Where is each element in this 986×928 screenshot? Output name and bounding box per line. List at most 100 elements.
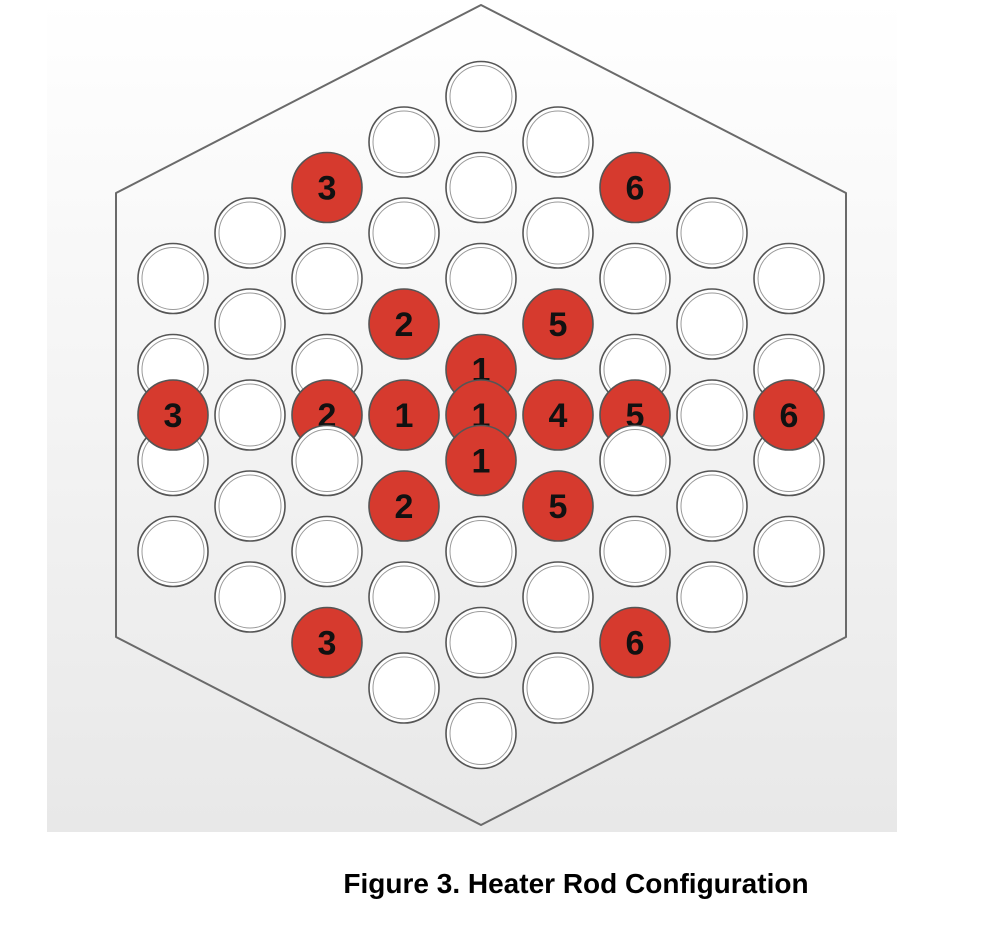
heater-rod-2: 2 xyxy=(368,470,440,542)
rod-inner-ring xyxy=(295,429,359,492)
rod-circle xyxy=(368,379,440,451)
unheated-rod xyxy=(291,424,363,497)
rod-inner-ring xyxy=(295,247,359,310)
heater-rod-5: 5 xyxy=(522,288,594,360)
rod-label: 3 xyxy=(318,170,337,208)
unheated-rod xyxy=(445,606,517,679)
unheated-rod xyxy=(522,106,594,178)
rod-circle xyxy=(753,515,825,588)
unheated-rod xyxy=(368,197,440,269)
heater-rod-6: 6 xyxy=(599,606,671,679)
rod-inner-ring xyxy=(449,611,513,674)
rod-inner-ring xyxy=(449,520,513,583)
rod-label: 4 xyxy=(549,397,568,435)
rod-label: 5 xyxy=(549,306,568,344)
rod-circle xyxy=(291,151,363,224)
unheated-rod xyxy=(214,470,286,542)
rod-circle xyxy=(676,470,748,542)
rod-circle xyxy=(599,606,671,679)
rod-inner-ring xyxy=(603,247,667,310)
rod-circle xyxy=(599,515,671,588)
rod-circle xyxy=(214,197,286,269)
rod-circle xyxy=(522,106,594,178)
heater-rod-1: 1 xyxy=(445,424,517,497)
rod-inner-ring xyxy=(757,520,821,583)
rod-inner-ring xyxy=(141,247,205,310)
rod-inner-ring xyxy=(449,156,513,219)
unheated-rod xyxy=(522,561,594,633)
rod-inner-ring xyxy=(757,247,821,310)
rod-inner-ring xyxy=(372,201,436,265)
rod-circle xyxy=(368,106,440,178)
rod-inner-ring xyxy=(141,520,205,583)
unheated-rod xyxy=(214,561,286,633)
unheated-rod xyxy=(368,106,440,178)
rod-inner-ring xyxy=(372,110,436,174)
rod-circle xyxy=(368,197,440,269)
unheated-rod xyxy=(445,60,517,133)
rod-circle xyxy=(291,515,363,588)
rod-inner-ring xyxy=(603,429,667,492)
rod-circle xyxy=(214,470,286,542)
unheated-rod xyxy=(753,242,825,315)
rod-label: 1 xyxy=(472,443,491,481)
rod-inner-ring xyxy=(680,565,744,629)
rod-circle xyxy=(137,379,209,451)
rod-circle xyxy=(445,242,517,315)
unheated-rod xyxy=(368,652,440,724)
heater-rod-2: 2 xyxy=(368,288,440,360)
rod-circle xyxy=(137,242,209,315)
heater-rod-3: 3 xyxy=(291,606,363,679)
rod-inner-ring xyxy=(218,383,282,447)
rod-inner-ring xyxy=(526,565,590,629)
rod-label: 5 xyxy=(549,488,568,526)
heater-rod-3: 3 xyxy=(291,151,363,224)
rod-inner-ring xyxy=(680,474,744,538)
rod-circle xyxy=(214,379,286,451)
unheated-rod xyxy=(676,470,748,542)
rod-inner-ring xyxy=(680,201,744,265)
rod-circle xyxy=(214,561,286,633)
rod-label: 2 xyxy=(395,306,414,344)
unheated-rod xyxy=(137,242,209,315)
rod-inner-ring xyxy=(372,656,436,720)
rod-inner-ring xyxy=(449,702,513,765)
unheated-rod xyxy=(753,515,825,588)
unheated-rod xyxy=(291,242,363,315)
unheated-rod xyxy=(599,515,671,588)
rod-label: 3 xyxy=(164,397,183,435)
heater-rod-6: 6 xyxy=(753,379,825,451)
heater-rod-6: 6 xyxy=(599,151,671,224)
heater-rod-3: 3 xyxy=(137,379,209,451)
rod-inner-ring xyxy=(449,65,513,128)
rod-circle xyxy=(368,470,440,542)
rod-circle xyxy=(445,151,517,224)
unheated-rod xyxy=(214,379,286,451)
rod-circle xyxy=(445,424,517,497)
rod-inner-ring xyxy=(526,201,590,265)
unheated-rod xyxy=(676,197,748,269)
rod-inner-ring xyxy=(218,474,282,538)
rod-circle xyxy=(445,515,517,588)
rod-circle xyxy=(522,197,594,269)
rod-inner-ring xyxy=(218,565,282,629)
rod-inner-ring xyxy=(526,110,590,174)
unheated-rod xyxy=(445,242,517,315)
rod-circle xyxy=(753,242,825,315)
unheated-rod xyxy=(522,652,594,724)
rod-circle xyxy=(676,379,748,451)
unheated-rod xyxy=(445,151,517,224)
heater-rod-4: 4 xyxy=(522,379,594,451)
rod-circle xyxy=(522,652,594,724)
rod-label: 6 xyxy=(626,170,645,208)
bundle-housing-hexagon xyxy=(115,4,847,826)
heater-rod-5: 5 xyxy=(522,470,594,542)
unheated-rod xyxy=(676,561,748,633)
unheated-rod xyxy=(214,197,286,269)
rod-label: 6 xyxy=(626,625,645,663)
rod-inner-ring xyxy=(372,565,436,629)
rod-circle xyxy=(522,561,594,633)
rod-inner-ring xyxy=(218,292,282,356)
rod-circle xyxy=(368,561,440,633)
